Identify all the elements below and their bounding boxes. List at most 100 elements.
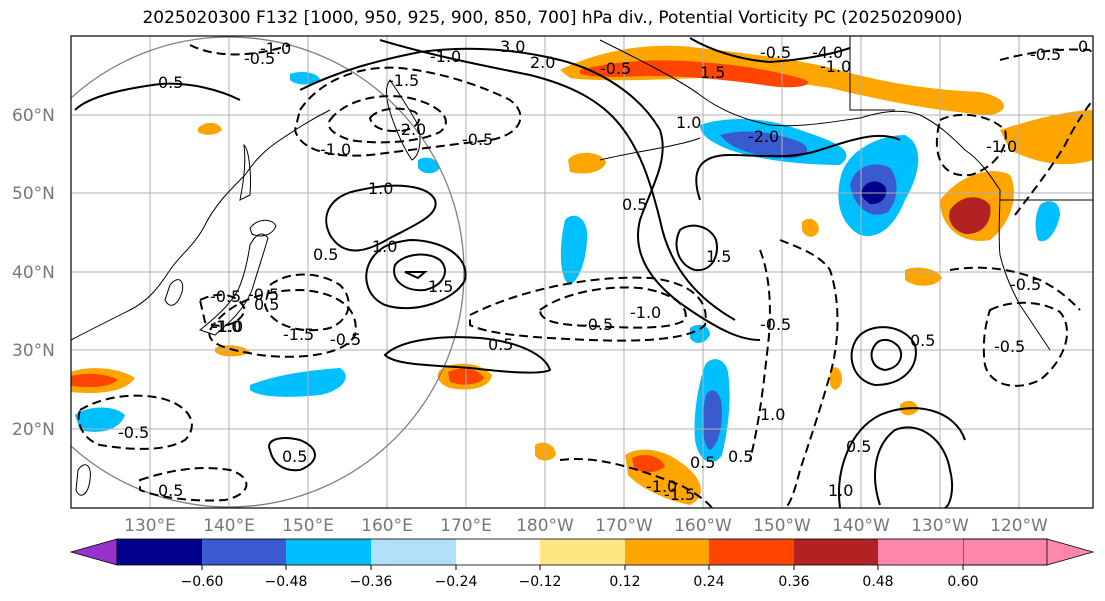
shade-lightblue-small-1 <box>290 72 320 85</box>
coastlines <box>71 36 1093 496</box>
range-circle <box>71 36 465 508</box>
contour-label: -0.5 <box>462 130 493 149</box>
colorbar-tick-label: −0.24 <box>435 574 478 590</box>
contour-label: -0.5 <box>248 285 279 304</box>
colorbar-segment <box>540 539 625 565</box>
contour-label: -0.5 <box>244 49 275 68</box>
coast-aleutians <box>599 137 701 161</box>
contour-label: 0.5 <box>158 73 183 92</box>
lat-label-60: 60°N <box>12 106 55 126</box>
contours-negative <box>77 44 1093 508</box>
contour-dashed-5 <box>263 273 350 332</box>
colorbar-tick-label: 0.36 <box>778 574 809 590</box>
contour-label: 3.0 <box>500 37 525 56</box>
contour-solid-11 <box>870 338 903 372</box>
contour-dashed-11 <box>77 394 193 450</box>
contour-label: 1.0 <box>828 481 853 500</box>
lat-label-40: 40°N <box>12 263 55 283</box>
contour-dashed-6 <box>208 288 357 358</box>
contour-solid-7 <box>299 47 761 341</box>
border-alaska <box>849 36 895 111</box>
colorbar-segment <box>286 539 371 565</box>
contour-label: -1.5 <box>283 325 314 344</box>
colorbar-segment <box>794 539 878 565</box>
contour-label: 0.5 <box>690 453 715 472</box>
lon-label-180w: 180°W <box>516 516 574 536</box>
map-frame <box>70 35 1094 509</box>
coast-korea <box>164 279 184 306</box>
contour-label: 1.0 <box>372 237 397 256</box>
contour-label: -1.0 <box>630 303 661 322</box>
shade-orange-small-5 <box>802 218 819 237</box>
contour-label: -0.5 <box>760 315 791 334</box>
coast-sakhalin <box>239 143 251 201</box>
lat-label-30: 30°N <box>12 341 55 361</box>
contour-label: -0.5 <box>600 59 631 78</box>
contour-label: 0.5 <box>846 437 871 456</box>
colorbar-segment <box>456 539 540 565</box>
colorbar-tick-label: 0.12 <box>609 574 640 590</box>
colorbar-tick-labels: −0.60 −0.48 −0.36 −0.24 −0.12 0.12 0.24 … <box>181 574 979 590</box>
contour-solid-16 <box>689 37 851 64</box>
contour-label: -0.5 <box>994 337 1025 356</box>
lat-labels: 60°N 50°N 40°N 30°N 20°N <box>12 106 55 440</box>
contour-label: 0.5 <box>1078 37 1103 56</box>
coast-asia-mainland <box>71 109 331 341</box>
coast-kamchatka <box>385 79 421 161</box>
lon-label-140e: 140°E <box>203 516 255 536</box>
contour-label: -1.0 <box>260 39 291 58</box>
contour-dashed-2 <box>293 66 522 157</box>
contour-solid-15 <box>268 437 316 472</box>
colorbar-tick-label: 0.24 <box>693 574 724 590</box>
contour-solid-12 <box>850 326 917 387</box>
colorbar-tick-label: −0.48 <box>265 574 308 590</box>
contour-solid-9 <box>675 224 718 272</box>
contour-label: 0.5 <box>488 335 513 354</box>
contour-solid-1 <box>74 82 241 111</box>
contour-label: -2.0 <box>395 120 426 139</box>
colorbar-segment <box>709 539 794 565</box>
shade-orange-small-1 <box>198 122 222 135</box>
lon-label-130w: 130°W <box>911 516 969 536</box>
contour-label: 1.5 <box>706 247 731 266</box>
contour-label: -1.0 <box>820 57 851 76</box>
contour-solid-5 <box>404 271 428 280</box>
colorbar-tick-label: 0.48 <box>862 574 893 590</box>
lon-label-170e: 170°E <box>440 516 492 536</box>
shade-red-hawaii-south <box>632 455 665 473</box>
contour-label: -1.0 <box>986 137 1017 156</box>
contour-dashed-19 <box>198 293 247 327</box>
contour-dashed-18 <box>1014 99 1093 216</box>
contour-label: 1.0 <box>368 179 393 198</box>
contour-label: 0.5 <box>282 447 307 466</box>
contour-dashed-12 <box>139 467 248 502</box>
colorbar-segment <box>117 539 202 565</box>
contour-label: 0.5 <box>622 195 647 214</box>
contour-dashed-16 <box>949 266 1081 311</box>
contour-label: 1.0 <box>760 405 785 424</box>
colorbar-extend-min <box>69 538 118 566</box>
lon-label-170w: 170°W <box>595 516 653 536</box>
shade-lightblue-small-2 <box>418 157 440 174</box>
colorbar-ticks <box>201 565 964 570</box>
lon-label-120w: 120°W <box>990 516 1048 536</box>
shade-red-sw <box>71 373 118 388</box>
shade-orange-small-7 <box>215 345 250 357</box>
shade-orange-ne <box>1000 110 1093 165</box>
contour-label: -0.5 <box>582 315 613 334</box>
contour-dashed-13 <box>559 458 713 508</box>
colorbar-tick-label: −0.60 <box>181 574 224 590</box>
shade-blue-aleutian <box>720 131 808 159</box>
colorbar-segment <box>202 539 286 565</box>
contours-positive <box>74 37 966 508</box>
contour-label: -0.5 <box>210 287 241 306</box>
lat-label-20: 20°N <box>12 420 55 440</box>
shade-darkred-coast <box>949 197 991 235</box>
shade-lightblue-small-4 <box>690 324 710 343</box>
lon-label-130e: 130°E <box>124 516 176 536</box>
contour-dashed-8 <box>469 276 707 342</box>
contour-dashed-7 <box>538 286 687 329</box>
contour-label: 1.5 <box>428 277 453 296</box>
contour-label: -4.0 <box>812 43 843 62</box>
